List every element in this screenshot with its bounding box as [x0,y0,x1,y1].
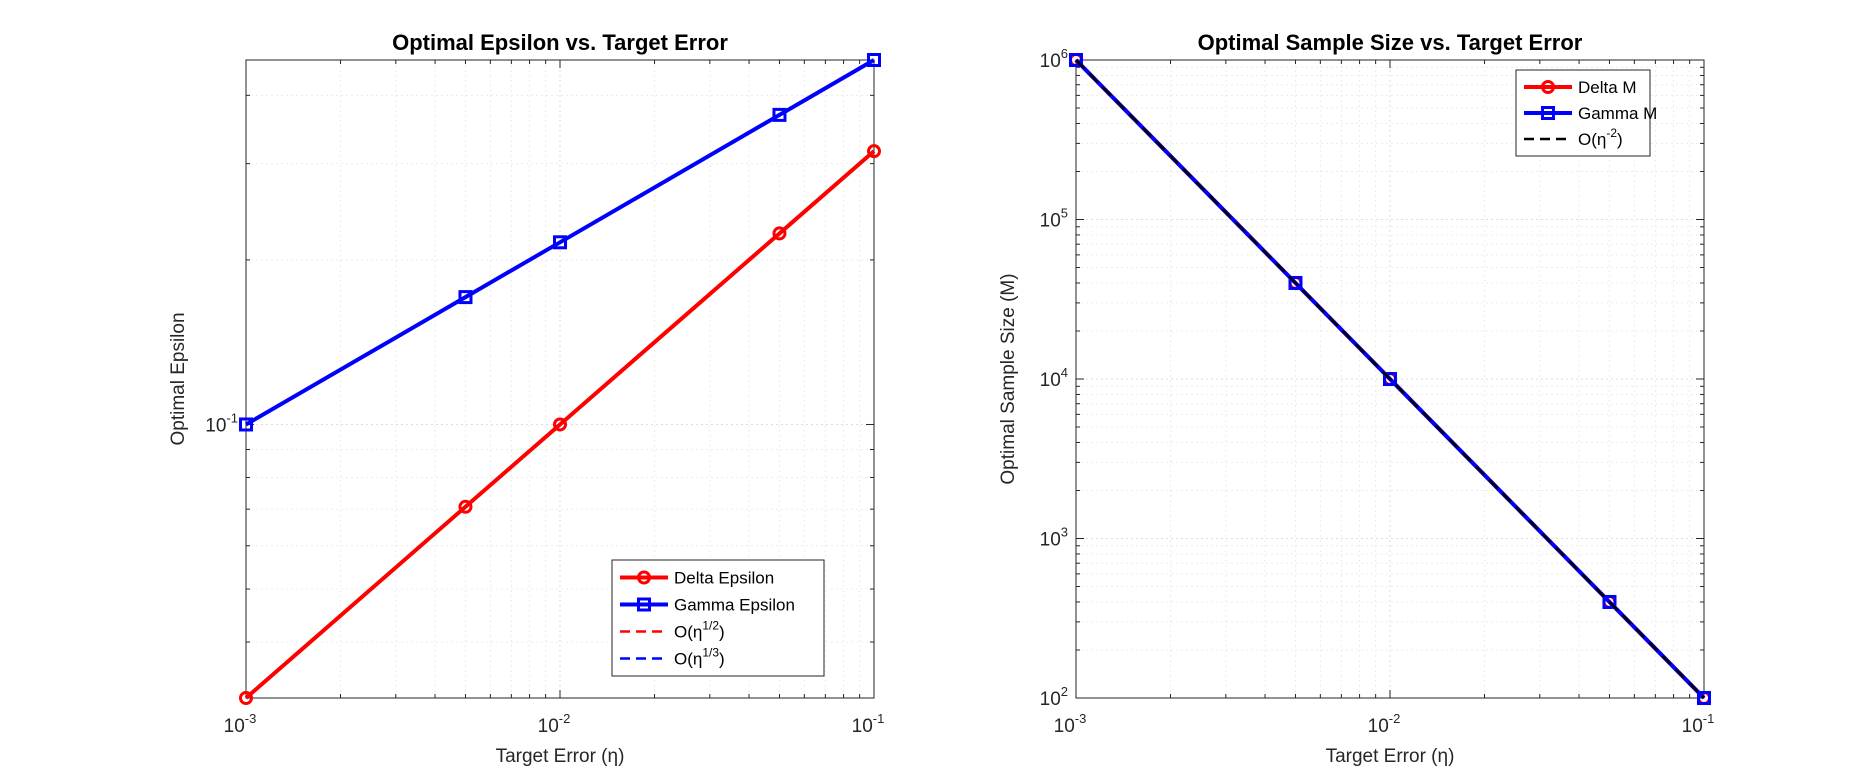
y-tick-label: 106 [1040,46,1068,72]
legend: Delta Epsilon Gamma Epsilon O(η1/2) O(η1/3) [611,559,825,677]
data-point-square [1069,53,1083,67]
x-tick-label: 10-2 [1368,711,1401,737]
legend-label: O(η1/2) [674,619,725,642]
x-axis-label: Target Error (η) [1326,746,1455,767]
x-tick-label: 10-3 [224,711,257,737]
data-point-square [1602,594,1617,609]
legend-swatch-circle [1541,80,1555,94]
tick-marks [245,60,874,698]
data-point-square [1288,275,1303,290]
data-point-circle [458,499,473,514]
x-tick-label: 10-1 [1682,711,1715,737]
data-point-circle [553,417,567,432]
legend-item-gamma-epsilon: Gamma Epsilon [620,596,795,615]
y-axis-label: Optimal Sample Size (M) [998,273,1019,484]
legend-item-gamma-m: Gamma M [1524,104,1657,123]
legend-item-o-1-3: O(η1/3) [620,646,725,669]
legend-swatch-square [1541,106,1555,120]
legend-item-delta-epsilon: Delta Epsilon [620,569,774,588]
series-line-o-1-2 [245,150,875,699]
data-point-square [553,235,567,250]
chart-optimal-epsilon: 10-3 10-2 10-1 10-1 Optimal Epsilon vs. Targ… [168,30,884,767]
data-point-square [772,107,787,122]
legend-label: Gamma Epsilon [674,596,795,615]
grid [1075,59,1704,699]
plot-frame [245,59,875,699]
x-tick-label: 10-3 [1054,711,1087,737]
data-point-square [1383,372,1397,386]
data-point-square [239,417,253,432]
series-o-2 [1075,59,1705,699]
x-axis-label: Target Error (η) [496,746,625,767]
legend-label: O(η-2) [1578,126,1623,149]
chart-title: Optimal Sample Size vs. Target Error [1198,30,1583,55]
legend-label: O(η1/3) [674,646,725,669]
x-tick-label: 10-2 [538,711,571,737]
legend-label: Gamma M [1578,104,1657,123]
y-axis-label: Optimal Epsilon [168,312,189,445]
y-tick-label: 102 [1040,684,1068,710]
series-line-o-1-3 [245,58,875,426]
data-point-circle [239,691,253,705]
legend-label: Delta M [1578,78,1637,97]
plot-frame [1075,59,1705,699]
y-tick-label: 103 [1040,525,1068,551]
legend-item-o-1-2: O(η1/2) [620,619,725,642]
legend: Delta M Gamma M O(η-2) [1515,69,1657,157]
y-tick-label: 105 [1040,206,1068,232]
chart-title: Optimal Epsilon vs. Target Error [392,30,728,55]
legend-item-o-2: O(η-2) [1524,126,1623,149]
series-o-1-3 [245,58,875,426]
y-tick-label: 10-1 [205,410,238,436]
data-point-circle [772,226,787,241]
chart-optimal-sample-size: 10-3 10-2 10-1 102 103 104 105 106 Optimal Sampl… [998,30,1714,767]
data-point-square [1697,691,1711,705]
legend-label: Delta Epsilon [674,569,774,588]
data-point-circle [867,144,881,159]
legend-item-delta-m: Delta M [1524,78,1637,97]
data-point-square [867,53,881,67]
data-point-square [458,290,473,305]
tick-marks [1075,59,1704,699]
series-o-1-2 [245,150,875,699]
legend-swatch-square [637,597,651,612]
series-line-o-2 [1075,59,1705,699]
x-tick-label: 10-1 [852,711,885,737]
y-tick-label: 104 [1040,365,1068,391]
legend-swatch-circle [637,570,651,585]
